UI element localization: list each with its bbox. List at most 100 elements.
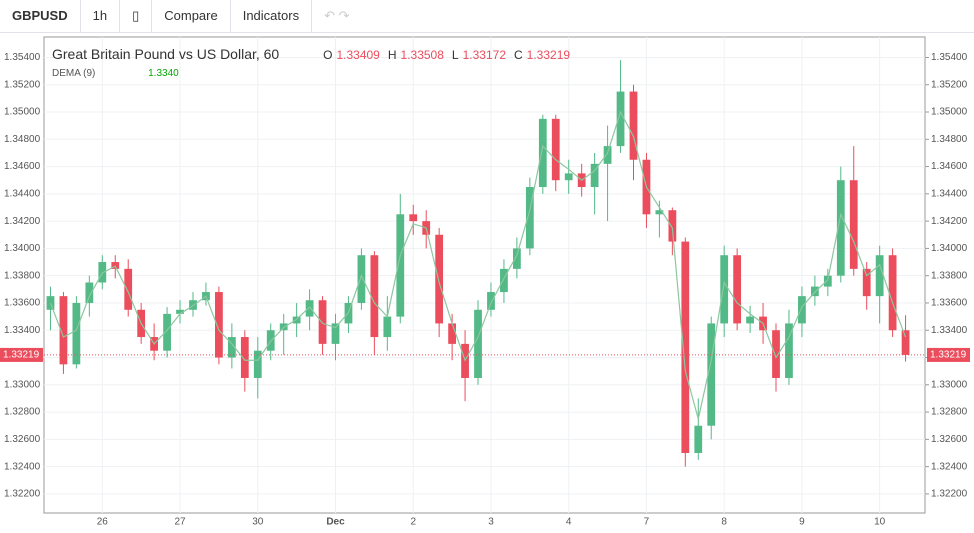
y-tick-label-right: 1.35000 bbox=[931, 107, 968, 118]
last-price-tag-right-bg bbox=[927, 347, 970, 362]
y-tick-label: 1.33600 bbox=[4, 298, 41, 309]
x-tick-label: 10 bbox=[874, 517, 886, 528]
candle-body bbox=[98, 262, 107, 283]
x-tick-label: 3 bbox=[488, 517, 494, 528]
y-tick-label-right: 1.33400 bbox=[931, 325, 968, 336]
candle-body bbox=[733, 255, 742, 324]
candle-body bbox=[525, 187, 534, 249]
candle-body bbox=[448, 323, 456, 344]
y-tick-label-right: 1.32600 bbox=[931, 434, 968, 445]
ohlc-key: L bbox=[451, 48, 459, 62]
candle-body bbox=[85, 282, 94, 303]
y-tick-label-right: 1.34400 bbox=[931, 188, 968, 199]
plot-frame bbox=[43, 36, 926, 514]
candle-body bbox=[694, 425, 703, 453]
candle-body bbox=[72, 302, 81, 365]
candle-body bbox=[513, 248, 521, 269]
ohlc-value: 1.33508 bbox=[400, 48, 444, 62]
undo-redo[interactable]: ↶ ↷ bbox=[324, 8, 350, 23]
indicator-line bbox=[49, 110, 907, 420]
indicator-legend: DEMA (9) 1.3340 bbox=[52, 68, 179, 79]
candle-body bbox=[227, 337, 236, 358]
candle-body bbox=[564, 173, 573, 181]
candle-body bbox=[901, 330, 910, 355]
candle-body bbox=[655, 210, 664, 215]
candle-body bbox=[305, 300, 314, 317]
x-tick-label: 4 bbox=[566, 517, 572, 528]
y-tick-label: 1.32800 bbox=[4, 407, 41, 418]
y-tick-label: 1.34800 bbox=[4, 134, 41, 145]
last-price-tag-right: 1.33219 bbox=[930, 350, 967, 361]
candle-body bbox=[500, 268, 508, 293]
y-tick-label-right: 1.34600 bbox=[931, 161, 968, 172]
candle-body bbox=[668, 210, 677, 242]
y-tick-label: 1.33400 bbox=[4, 325, 41, 336]
y-tick-label: 1.33000 bbox=[4, 379, 41, 390]
x-tick-label: Dec bbox=[326, 517, 345, 528]
last-price-tag-left: 1.33219 bbox=[3, 350, 40, 361]
candle-body bbox=[862, 268, 871, 297]
candle-body bbox=[629, 91, 638, 160]
y-tick-label: 1.34000 bbox=[4, 243, 41, 254]
symbol[interactable]: GBPUSD bbox=[0, 0, 81, 32]
y-tick-label: 1.34600 bbox=[4, 161, 41, 172]
candle-body bbox=[551, 118, 560, 181]
candle-body bbox=[370, 255, 379, 338]
candle-body bbox=[720, 255, 729, 324]
y-tick-label: 1.32600 bbox=[4, 434, 41, 445]
candle-body bbox=[111, 262, 120, 269]
candle-body bbox=[240, 337, 249, 378]
candle-body bbox=[215, 292, 223, 358]
candle-body bbox=[487, 292, 495, 310]
toolbar: GBPUSD 1h ▯ Compare Indicators ↶ ↷ bbox=[0, 0, 974, 33]
y-tick-label-right: 1.34800 bbox=[931, 134, 968, 145]
legend: Great Britain Pound vs US Dollar, 60 O 1.… bbox=[52, 46, 578, 62]
y-tick-label: 1.32400 bbox=[4, 461, 41, 472]
candle-body bbox=[603, 146, 612, 164]
x-tick-label: 27 bbox=[174, 517, 186, 528]
indicators[interactable]: Indicators bbox=[231, 0, 313, 32]
candle-body bbox=[875, 255, 884, 297]
last-price-tag-left-bg bbox=[0, 347, 43, 362]
candle-body bbox=[253, 350, 262, 378]
candle-body bbox=[772, 330, 780, 378]
candle-body bbox=[474, 309, 482, 378]
y-tick-label-right: 1.33800 bbox=[931, 270, 968, 281]
candle-body bbox=[785, 323, 793, 378]
ohlc-key: O bbox=[323, 48, 333, 62]
ohlc-header: O 1.33409 H 1.33508 L 1.33172 C 1.33219 bbox=[323, 48, 578, 62]
indicator-value: 1.3340 bbox=[148, 68, 179, 79]
y-tick-label-right: 1.34000 bbox=[931, 243, 968, 254]
ohlc-key: C bbox=[514, 48, 523, 62]
candle-body bbox=[435, 234, 444, 324]
y-tick-label: 1.35400 bbox=[4, 52, 41, 63]
y-tick-label-right: 1.32400 bbox=[931, 461, 968, 472]
candle-body bbox=[331, 323, 340, 344]
ohlc-value: 1.33409 bbox=[336, 48, 380, 62]
y-tick-label: 1.33800 bbox=[4, 270, 41, 281]
y-tick-label-right: 1.35200 bbox=[931, 79, 968, 90]
candle-body bbox=[616, 91, 625, 147]
ohlc-value: 1.33172 bbox=[462, 48, 506, 62]
candle-body bbox=[823, 275, 832, 287]
candle-body bbox=[357, 255, 366, 303]
interval[interactable]: 1h bbox=[81, 0, 121, 32]
y-tick-label-right: 1.34200 bbox=[931, 216, 968, 227]
x-tick-label: 7 bbox=[644, 517, 650, 528]
chart-style[interactable]: ▯ bbox=[120, 0, 153, 32]
x-tick-label: 26 bbox=[97, 517, 109, 528]
candle-body bbox=[396, 214, 405, 317]
candle-body bbox=[590, 163, 599, 188]
candle-body bbox=[836, 180, 845, 276]
compare[interactable]: Compare bbox=[152, 0, 231, 32]
y-tick-label-right: 1.33000 bbox=[931, 379, 968, 390]
candle-body bbox=[59, 296, 68, 365]
y-tick-label-right: 1.35400 bbox=[931, 52, 968, 63]
candle-body bbox=[798, 296, 806, 324]
x-tick-label: 8 bbox=[721, 517, 727, 528]
y-tick-label: 1.34200 bbox=[4, 216, 41, 227]
candle-body bbox=[746, 316, 754, 324]
candle-body bbox=[383, 316, 392, 338]
candle-body bbox=[538, 118, 547, 188]
